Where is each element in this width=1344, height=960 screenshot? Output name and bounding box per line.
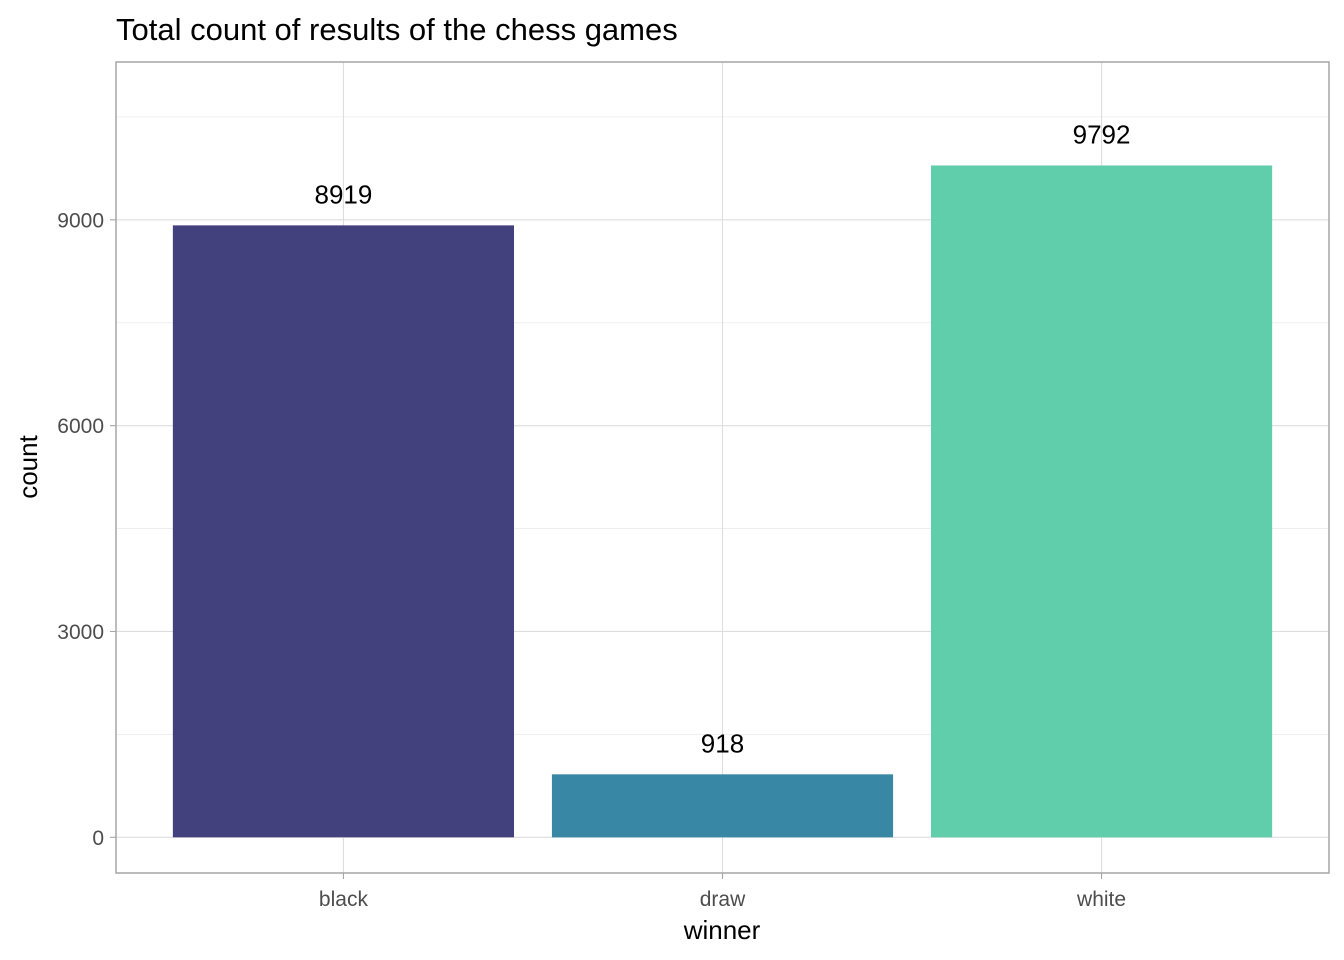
y-tick-label: 6000	[57, 415, 104, 438]
data-labels: 8919 918 9792	[315, 119, 1131, 758]
bar-black	[172, 225, 515, 838]
bar-draw	[551, 774, 894, 838]
data-label-white: 9792	[1073, 119, 1131, 149]
x-axis-title: winner	[683, 915, 761, 945]
x-tick-label: white	[1076, 888, 1126, 911]
data-label-draw: 918	[701, 728, 744, 758]
y-tick-label: 9000	[57, 209, 104, 232]
x-axis: black draw white	[319, 873, 1126, 911]
y-axis: 0 3000 6000 9000	[57, 209, 116, 850]
bar-white	[930, 165, 1273, 838]
y-axis-title: count	[13, 434, 43, 498]
y-tick-label: 0	[92, 827, 104, 850]
bars	[172, 165, 1273, 838]
y-tick-label: 3000	[57, 621, 104, 644]
x-tick-label: black	[319, 888, 369, 911]
x-tick-label: draw	[700, 888, 746, 911]
data-label-black: 8919	[315, 179, 373, 209]
chart-title: Total count of results of the chess game…	[116, 12, 678, 47]
